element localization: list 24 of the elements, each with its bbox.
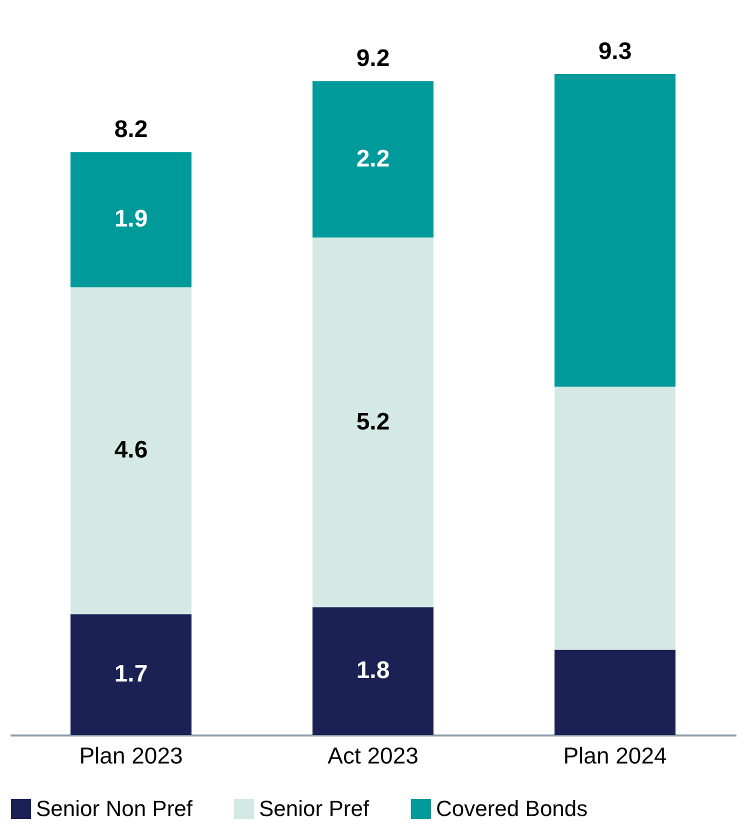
x-tick-label: Plan 2023 (79, 742, 183, 768)
data-label: 1.8 (356, 657, 390, 684)
bar (554, 74, 676, 387)
data-label: 1.7 (114, 660, 148, 688)
total-label: 8.2 (114, 116, 148, 144)
bar (554, 386, 676, 650)
data-label: 4.6 (114, 436, 148, 464)
bar (554, 650, 676, 735)
legend-label: Senior Non Pref (36, 796, 194, 821)
total-label: 9.3 (598, 38, 632, 65)
data-label: 2.2 (356, 145, 390, 172)
bar (312, 237, 434, 608)
bar (70, 287, 192, 614)
data-label: 1.9 (114, 206, 148, 233)
total-label: 9.2 (356, 45, 390, 72)
bar (70, 614, 192, 735)
data-label: 5.2 (356, 408, 390, 436)
bar (70, 152, 192, 288)
x-tick-label: Act 2023 (328, 742, 418, 768)
x-tick-label: Plan 2024 (563, 742, 667, 768)
bar (312, 607, 434, 735)
legend-label: Senior Pref (259, 796, 370, 821)
legend-label: Covered Bonds (436, 796, 588, 821)
bar (312, 81, 434, 238)
